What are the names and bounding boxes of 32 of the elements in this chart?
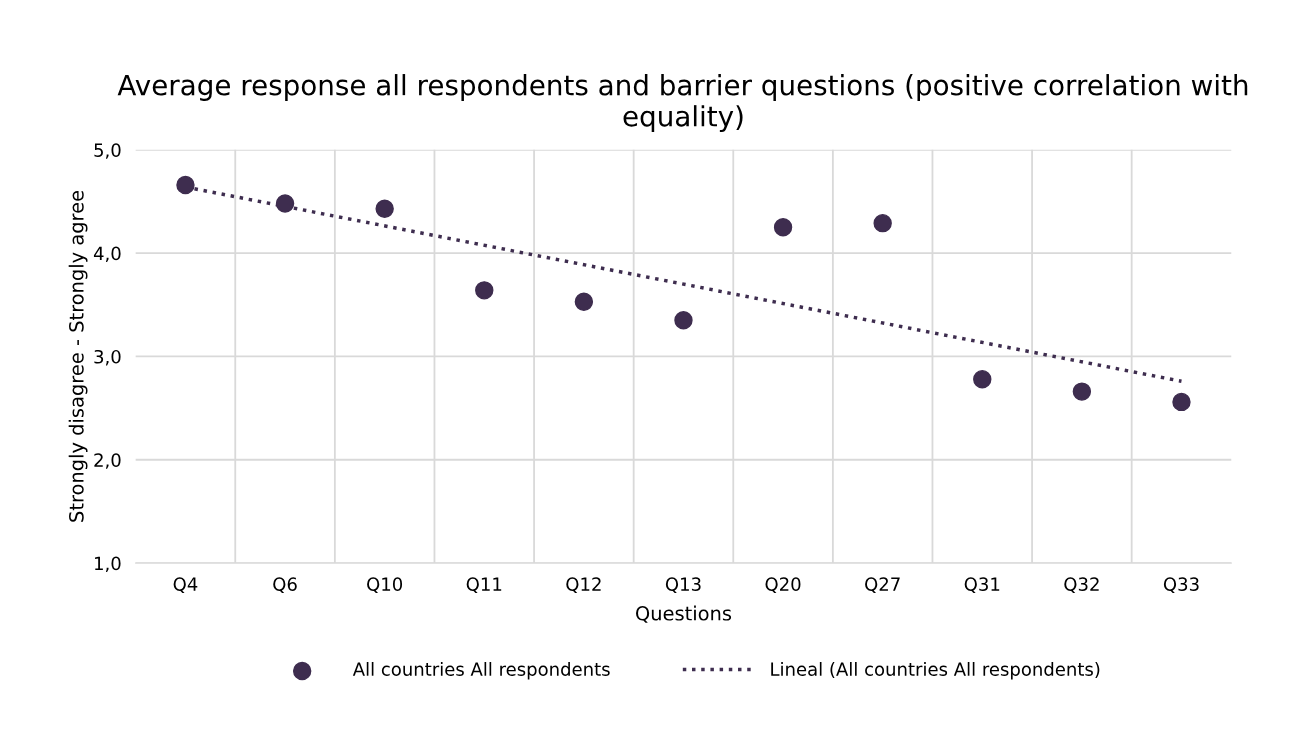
x-tick-label: Q33	[1163, 577, 1199, 594]
legend-label: All countries All respondents	[352, 662, 610, 680]
y-tick-label: 2,0	[94, 453, 121, 469]
x-tick-label: Q27	[865, 577, 900, 594]
x-tick-label: Q31	[964, 577, 1000, 594]
x-tick-label: Q20	[765, 577, 801, 594]
point	[674, 311, 693, 330]
x-tick-label: Q13	[665, 577, 701, 594]
y-tick-label: 4,0	[93, 246, 121, 263]
x-tick-label: Q11	[466, 577, 502, 594]
point	[1072, 382, 1092, 401]
x-tick-label: Q10	[367, 577, 403, 594]
x-tick-label: Q6	[273, 577, 297, 594]
point	[574, 292, 594, 311]
point	[773, 218, 793, 237]
x-tick-label: Q12	[566, 577, 601, 594]
y-tick-label: 1,0	[95, 556, 121, 573]
x-tick-label: Q32	[1064, 577, 1099, 594]
x-axis-title: Questions	[636, 605, 732, 623]
point	[973, 369, 992, 389]
y-tick-label: 5,0	[94, 143, 121, 159]
y-tick-label: 3,0	[94, 349, 121, 366]
point	[375, 199, 394, 218]
point	[176, 175, 195, 195]
x-tick-label: Q4	[173, 577, 198, 594]
y-axis-title: Strongly disagree - Strongly agree	[68, 190, 88, 522]
point	[873, 213, 892, 233]
point	[1172, 392, 1191, 412]
point	[275, 194, 295, 213]
legend-label: Lineal (All countries All respondents)	[771, 662, 1100, 680]
point	[475, 281, 494, 300]
chart-title: Average response all respondents and barrier questions (positive correlation with equality)	[117, 74, 1248, 133]
